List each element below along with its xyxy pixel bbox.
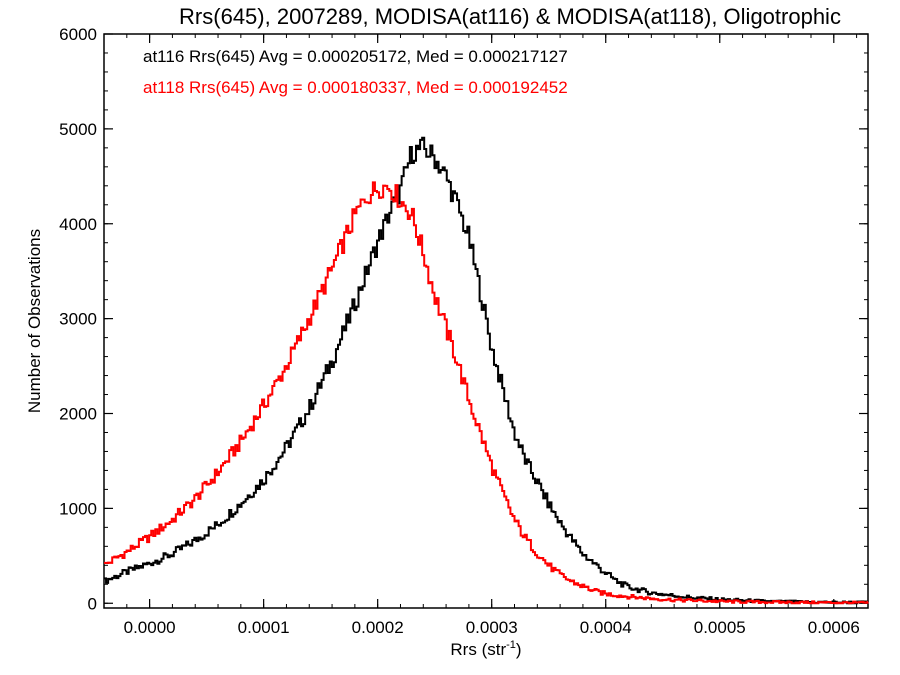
- x-axis-label: Rrs (str-1): [450, 639, 521, 659]
- series-line-at116: [104, 136, 869, 605]
- x-tick-label: 0.0001: [238, 618, 290, 637]
- axis-ticks: [103, 33, 868, 608]
- x-tick-label: 0.0000: [124, 618, 176, 637]
- legend-entry-at116: at116 Rrs(645) Avg = 0.000205172, Med = …: [143, 47, 568, 66]
- x-tick-label: 0.0003: [466, 618, 518, 637]
- x-axis-label-close: ): [516, 640, 522, 659]
- x-tick-label: 0.0005: [694, 618, 746, 637]
- x-tick-label: 0.0002: [352, 618, 404, 637]
- x-tick-label: 0.0004: [580, 618, 632, 637]
- plot-frame: [103, 33, 869, 609]
- y-tick-label: 4000: [59, 215, 97, 234]
- y-tick-labels: 0 1000 2000 3000 4000 5000 6000: [59, 25, 97, 613]
- y-tick-label: 0: [88, 594, 97, 613]
- y-tick-label: 6000: [59, 25, 97, 44]
- chart-title: Rrs(645), 2007289, MODISA(at116) & MODIS…: [179, 4, 841, 29]
- y-axis-label: Number of Observations: [25, 229, 44, 413]
- x-axis-label-superscript: -1: [506, 639, 516, 651]
- series-lines: [104, 136, 869, 605]
- legend-entry-at118: at118 Rrs(645) Avg = 0.000180337, Med = …: [143, 78, 568, 97]
- x-tick-labels: 0.0000 0.0001 0.0002 0.0003 0.0004 0.0005 0.00…: [124, 618, 860, 637]
- y-tick-label: 5000: [59, 120, 97, 139]
- y-tick-label: 2000: [59, 405, 97, 424]
- x-tick-label: 0.0006: [808, 618, 860, 637]
- y-tick-label: 1000: [59, 499, 97, 518]
- y-tick-label: 3000: [59, 310, 97, 329]
- series-line-at118: [104, 181, 869, 605]
